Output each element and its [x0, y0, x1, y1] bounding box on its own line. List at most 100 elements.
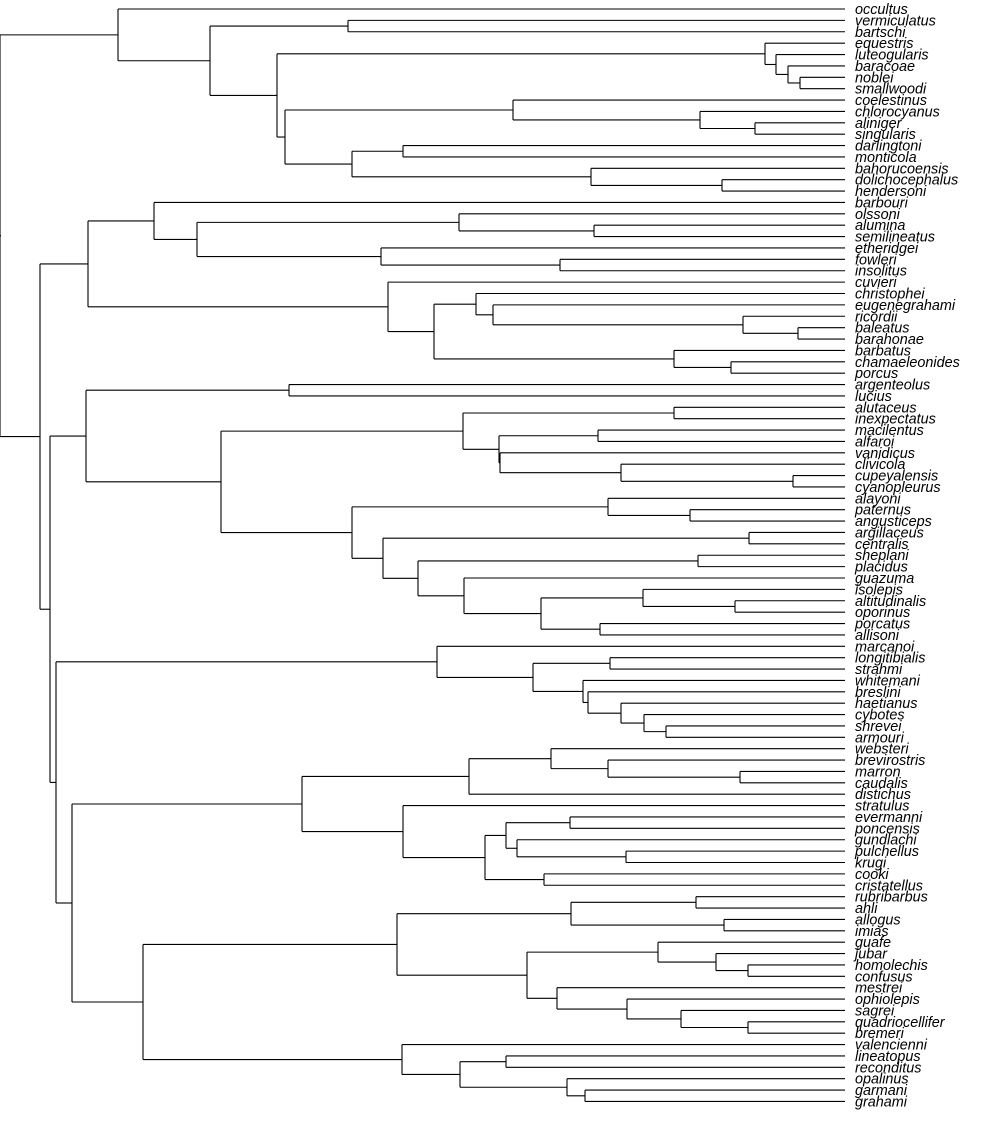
tip-label: monticola	[855, 150, 917, 166]
tip-label: placidus	[854, 560, 908, 576]
tip-label: ahli	[855, 901, 878, 917]
tip-label: sagrei	[855, 1003, 895, 1019]
tip-label: quadriocellifer	[855, 1015, 946, 1031]
tip-label: isolepis	[855, 582, 903, 598]
tip-label: porcus	[854, 366, 898, 382]
tip-label: homolechis	[855, 958, 928, 974]
tip-label: aliniger	[855, 116, 903, 132]
tip-label: bahorucoensis	[855, 161, 949, 177]
tip-label: brevirostris	[855, 753, 925, 769]
tip-label: bremeri	[855, 1026, 905, 1042]
tip-label: cybotes	[855, 708, 905, 724]
tip-label: cyanopleurus	[855, 480, 941, 496]
tip-label: semilineatus	[855, 230, 935, 246]
tip-label: dolichocephalus	[855, 173, 958, 189]
tip-label: gundlachi	[855, 833, 917, 849]
tip-label: grahami	[855, 1094, 908, 1110]
tip-label: altitudinalis	[855, 594, 926, 610]
tip-label: barbatus	[855, 343, 911, 359]
tip-label: guazuma	[855, 571, 914, 587]
tip-label: occultus	[855, 2, 908, 18]
tip-label: pulchellus	[854, 844, 919, 860]
tip-label: angusticeps	[855, 514, 932, 530]
tip-label: poncensis	[854, 821, 920, 837]
tip-label: barbouri	[855, 195, 909, 211]
tip-label: lineatopus	[855, 1049, 921, 1065]
tip-label: evermanni	[855, 810, 923, 826]
tip-label: haetianus	[855, 696, 917, 712]
tip-label: caudalis	[855, 776, 908, 792]
tip-label: garmani	[855, 1083, 908, 1099]
tip-label: cooki	[855, 867, 889, 883]
tip-label: chamaeleonides	[855, 355, 960, 371]
tip-label: hendersoni	[855, 184, 927, 200]
tip-label: whitemani	[855, 673, 921, 689]
tip-label: krugi	[855, 856, 887, 872]
tip-label: barahonae	[855, 332, 924, 348]
tip-label: stratulus	[855, 799, 909, 815]
tip-label: vermiculatus	[855, 13, 936, 29]
tip-label: opalinus	[855, 1072, 909, 1088]
tip-label: porcatus	[854, 617, 910, 633]
tip-label: shrevei	[855, 719, 902, 735]
tip-label: fowleri	[855, 252, 897, 268]
tip-label: baracoae	[855, 59, 915, 75]
tip-label: strahmi	[855, 662, 903, 678]
tip-label: confusus	[855, 969, 913, 985]
tip-label: macilentus	[855, 423, 924, 439]
tip-label: argillaceus	[855, 525, 924, 541]
tip-label: marron	[855, 764, 901, 780]
tip-label: reconditus	[855, 1060, 921, 1076]
tip-label: vanidicus	[855, 446, 915, 462]
tip-label: cupeyalensis	[855, 469, 938, 485]
tip-label: argenteolus	[855, 378, 930, 394]
tip-label: alfaroi	[855, 434, 895, 450]
tip-label: jubar	[853, 947, 888, 963]
tip-label: centralis	[855, 537, 909, 553]
tip-label: cristatellus	[855, 878, 923, 894]
tip-label: olssoni	[855, 207, 901, 223]
tip-label: darlingtoni	[855, 139, 922, 155]
tip-label: armouri	[855, 730, 905, 746]
tip-label: bartschi	[855, 25, 906, 41]
tip-label: alayoni	[855, 491, 901, 507]
tip-label: sheplani	[855, 548, 909, 564]
tip-label: allisoni	[855, 628, 900, 644]
tip-label: etheridgei	[855, 241, 919, 257]
tip-label: coelestinus	[855, 93, 927, 109]
tip-label: baleatus	[855, 321, 909, 337]
tip-label: paternus	[854, 503, 911, 519]
tip-label: websteri	[855, 742, 909, 758]
tip-label: noblei	[855, 70, 894, 86]
tip-label: inexpectatus	[855, 412, 936, 428]
tip-label: longitibialis	[855, 651, 925, 667]
tree-branches	[0, 8, 845, 1103]
tip-label: smallwoodi	[855, 82, 927, 98]
tip-label: guafe	[855, 935, 891, 951]
tip-label: valencienni	[855, 1038, 928, 1054]
tip-label: christophei	[855, 287, 925, 303]
tip-label: ricordii	[855, 309, 898, 325]
tip-label: breslini	[855, 685, 901, 701]
tip-label: clivicola	[855, 457, 905, 473]
tip-label: equestris	[855, 36, 913, 52]
tip-labels: occultusvermiculatusbartschiequestrislut…	[853, 2, 960, 1110]
tip-label: insolitus	[855, 264, 907, 280]
tip-label: chlorocyanus	[855, 104, 940, 120]
tip-label: eugenegrahami	[855, 298, 956, 314]
tip-label: singularis	[855, 127, 916, 143]
tip-label: ophiolepis	[855, 992, 920, 1008]
tip-label: alumina	[855, 218, 905, 234]
tip-label: mestrei	[855, 981, 903, 997]
tip-label: lucius	[855, 389, 892, 405]
tip-label: marcanoi	[855, 639, 915, 655]
tip-label: allogus	[855, 912, 901, 928]
tip-label: alutaceus	[855, 400, 917, 416]
tip-label: rubribarbus	[855, 890, 928, 906]
tip-label: oporinus	[855, 605, 910, 621]
tip-label: cuvieri	[855, 275, 897, 291]
tip-label: distichus	[855, 787, 911, 803]
tip-label: imias	[855, 924, 889, 940]
tip-label: luteogularis	[855, 48, 929, 64]
